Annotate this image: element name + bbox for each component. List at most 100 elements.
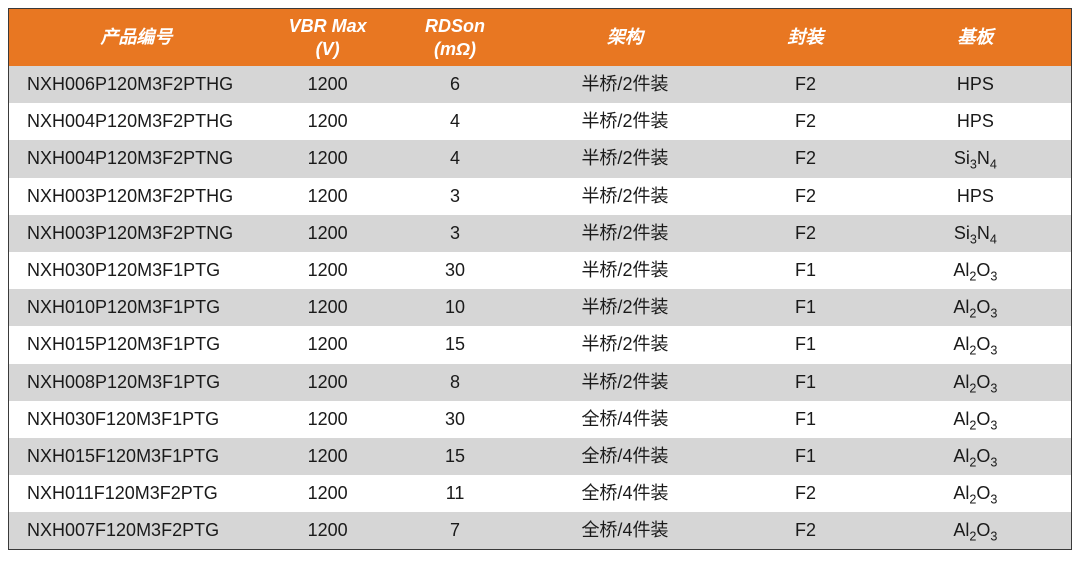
cell-part: NXH015P120M3F1PTG bbox=[9, 326, 264, 363]
col-header-arch: 架构 bbox=[519, 9, 731, 66]
col-header-part: 产品编号 bbox=[9, 9, 264, 66]
cell-pkg: F1 bbox=[731, 438, 880, 475]
cell-vbr: 1200 bbox=[264, 66, 391, 103]
cell-part: NXH007F120M3F2PTG bbox=[9, 512, 264, 549]
cell-rdson: 3 bbox=[391, 215, 518, 252]
cell-substrate: Al2O3 bbox=[880, 438, 1071, 475]
cell-substrate: Al2O3 bbox=[880, 401, 1071, 438]
cell-vbr: 1200 bbox=[264, 178, 391, 215]
cell-part: NXH003P120M3F2PTHG bbox=[9, 178, 264, 215]
cell-rdson: 4 bbox=[391, 140, 518, 177]
cell-vbr: 1200 bbox=[264, 512, 391, 549]
cell-substrate: Al2O3 bbox=[880, 289, 1071, 326]
table-row: NXH006P120M3F2PTHG12006半桥/2件装F2HPS bbox=[9, 66, 1071, 103]
cell-vbr: 1200 bbox=[264, 215, 391, 252]
table-row: NXH004P120M3F2PTNG12004半桥/2件装F2Si3N4 bbox=[9, 140, 1071, 177]
cell-rdson: 4 bbox=[391, 103, 518, 140]
cell-arch: 半桥/2件装 bbox=[519, 103, 731, 140]
cell-rdson: 15 bbox=[391, 326, 518, 363]
cell-pkg: F2 bbox=[731, 66, 880, 103]
cell-rdson: 15 bbox=[391, 438, 518, 475]
cell-substrate: Al2O3 bbox=[880, 252, 1071, 289]
cell-substrate: Al2O3 bbox=[880, 364, 1071, 401]
col-header-rdson: RDSon(mΩ) bbox=[391, 9, 518, 66]
cell-arch: 半桥/2件装 bbox=[519, 215, 731, 252]
cell-rdson: 8 bbox=[391, 364, 518, 401]
cell-substrate: HPS bbox=[880, 103, 1071, 140]
cell-arch: 全桥/4件装 bbox=[519, 438, 731, 475]
cell-rdson: 7 bbox=[391, 512, 518, 549]
table-header: 产品编号 VBR Max(V) RDSon(mΩ) 架构 封装 基板 bbox=[9, 9, 1071, 66]
cell-part: NXH030P120M3F1PTG bbox=[9, 252, 264, 289]
cell-arch: 全桥/4件装 bbox=[519, 475, 731, 512]
cell-substrate: Al2O3 bbox=[880, 512, 1071, 549]
table-row: NXH015P120M3F1PTG120015半桥/2件装F1Al2O3 bbox=[9, 326, 1071, 363]
cell-part: NXH030F120M3F1PTG bbox=[9, 401, 264, 438]
cell-part: NXH011F120M3F2PTG bbox=[9, 475, 264, 512]
table-row: NXH010P120M3F1PTG120010半桥/2件装F1Al2O3 bbox=[9, 289, 1071, 326]
table-row: NXH003P120M3F2PTHG12003半桥/2件装F2HPS bbox=[9, 178, 1071, 215]
cell-pkg: F2 bbox=[731, 103, 880, 140]
col-header-vbr: VBR Max(V) bbox=[264, 9, 391, 66]
cell-vbr: 1200 bbox=[264, 401, 391, 438]
table-row: NXH004P120M3F2PTHG12004半桥/2件装F2HPS bbox=[9, 103, 1071, 140]
cell-vbr: 1200 bbox=[264, 103, 391, 140]
cell-arch: 半桥/2件装 bbox=[519, 252, 731, 289]
cell-rdson: 11 bbox=[391, 475, 518, 512]
cell-part: NXH015F120M3F1PTG bbox=[9, 438, 264, 475]
cell-vbr: 1200 bbox=[264, 326, 391, 363]
cell-substrate: Si3N4 bbox=[880, 215, 1071, 252]
cell-pkg: F2 bbox=[731, 178, 880, 215]
cell-pkg: F1 bbox=[731, 289, 880, 326]
cell-pkg: F2 bbox=[731, 140, 880, 177]
table-row: NXH015F120M3F1PTG120015全桥/4件装F1Al2O3 bbox=[9, 438, 1071, 475]
cell-arch: 半桥/2件装 bbox=[519, 326, 731, 363]
cell-substrate: Al2O3 bbox=[880, 475, 1071, 512]
cell-pkg: F1 bbox=[731, 364, 880, 401]
cell-pkg: F1 bbox=[731, 401, 880, 438]
cell-arch: 全桥/4件装 bbox=[519, 512, 731, 549]
cell-vbr: 1200 bbox=[264, 140, 391, 177]
cell-vbr: 1200 bbox=[264, 475, 391, 512]
cell-substrate: HPS bbox=[880, 66, 1071, 103]
cell-vbr: 1200 bbox=[264, 438, 391, 475]
cell-rdson: 3 bbox=[391, 178, 518, 215]
col-header-substrate: 基板 bbox=[880, 9, 1071, 66]
cell-substrate: Al2O3 bbox=[880, 326, 1071, 363]
cell-arch: 全桥/4件装 bbox=[519, 401, 731, 438]
cell-part: NXH004P120M3F2PTNG bbox=[9, 140, 264, 177]
product-table: 产品编号 VBR Max(V) RDSon(mΩ) 架构 封装 基板 NXH00… bbox=[9, 9, 1071, 549]
cell-pkg: F1 bbox=[731, 252, 880, 289]
cell-substrate: HPS bbox=[880, 178, 1071, 215]
cell-arch: 半桥/2件装 bbox=[519, 140, 731, 177]
cell-pkg: F2 bbox=[731, 215, 880, 252]
cell-pkg: F2 bbox=[731, 475, 880, 512]
cell-arch: 半桥/2件装 bbox=[519, 178, 731, 215]
cell-pkg: F1 bbox=[731, 326, 880, 363]
cell-vbr: 1200 bbox=[264, 252, 391, 289]
cell-vbr: 1200 bbox=[264, 289, 391, 326]
cell-substrate: Si3N4 bbox=[880, 140, 1071, 177]
cell-part: NXH003P120M3F2PTNG bbox=[9, 215, 264, 252]
cell-rdson: 30 bbox=[391, 252, 518, 289]
table-row: NXH007F120M3F2PTG12007全桥/4件装F2Al2O3 bbox=[9, 512, 1071, 549]
cell-rdson: 10 bbox=[391, 289, 518, 326]
table-row: NXH008P120M3F1PTG12008半桥/2件装F1Al2O3 bbox=[9, 364, 1071, 401]
table-row: NXH011F120M3F2PTG120011全桥/4件装F2Al2O3 bbox=[9, 475, 1071, 512]
cell-part: NXH010P120M3F1PTG bbox=[9, 289, 264, 326]
cell-rdson: 30 bbox=[391, 401, 518, 438]
cell-vbr: 1200 bbox=[264, 364, 391, 401]
product-table-container: 产品编号 VBR Max(V) RDSon(mΩ) 架构 封装 基板 NXH00… bbox=[8, 8, 1072, 550]
cell-part: NXH006P120M3F2PTHG bbox=[9, 66, 264, 103]
cell-arch: 半桥/2件装 bbox=[519, 289, 731, 326]
cell-arch: 半桥/2件装 bbox=[519, 364, 731, 401]
cell-part: NXH004P120M3F2PTHG bbox=[9, 103, 264, 140]
table-row: NXH030P120M3F1PTG120030半桥/2件装F1Al2O3 bbox=[9, 252, 1071, 289]
cell-part: NXH008P120M3F1PTG bbox=[9, 364, 264, 401]
table-body: NXH006P120M3F2PTHG12006半桥/2件装F2HPSNXH004… bbox=[9, 66, 1071, 549]
col-header-pkg: 封装 bbox=[731, 9, 880, 66]
cell-rdson: 6 bbox=[391, 66, 518, 103]
cell-pkg: F2 bbox=[731, 512, 880, 549]
cell-arch: 半桥/2件装 bbox=[519, 66, 731, 103]
table-row: NXH030F120M3F1PTG120030全桥/4件装F1Al2O3 bbox=[9, 401, 1071, 438]
